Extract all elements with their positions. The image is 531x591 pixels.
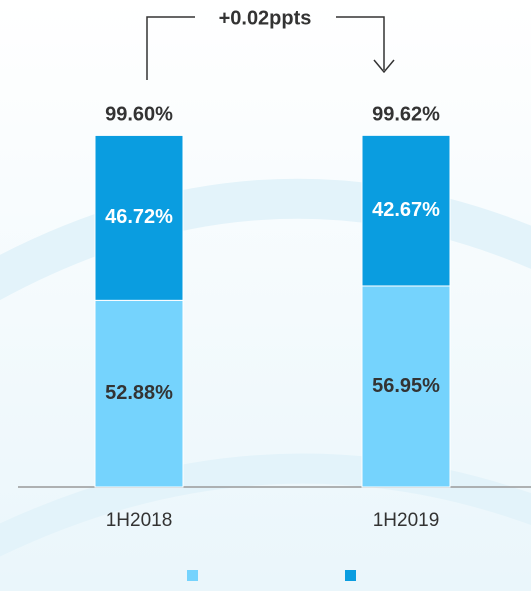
bracket: [146, 16, 195, 80]
bar-segment: [361, 285, 451, 488]
bar-segment: [94, 134, 184, 301]
legend-swatch: [187, 570, 198, 581]
bar-segment: [94, 299, 184, 488]
bar-segment: [361, 134, 451, 287]
value-label: 56.95%: [372, 375, 440, 397]
total-label: 99.60%: [105, 104, 173, 126]
arrow-head: [373, 59, 395, 74]
value-label: 46.72%: [105, 206, 173, 228]
decor-arc: [0, 178, 531, 301]
value-label: 42.67%: [372, 199, 440, 221]
total-label: 99.62%: [372, 104, 440, 126]
annotation: +0.02ppts: [219, 7, 312, 29]
x-tick-label: 1H2019: [373, 510, 440, 531]
x-tick-label: 1H2018: [106, 510, 173, 531]
value-label: 52.88%: [105, 382, 173, 404]
decor-arc: [0, 453, 531, 557]
legend-swatch: [345, 570, 356, 581]
bracket: [336, 16, 385, 70]
